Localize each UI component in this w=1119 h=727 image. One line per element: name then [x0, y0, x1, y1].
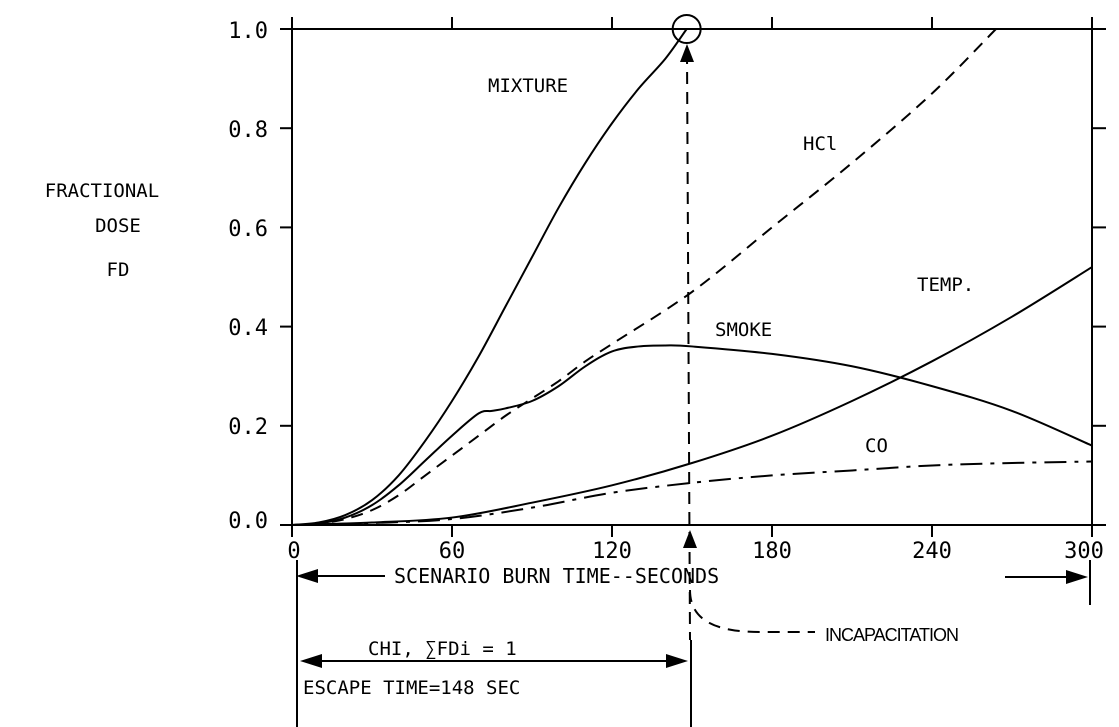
- x-tick-label: 300: [1064, 539, 1104, 564]
- series-layer: [291, 28, 1093, 526]
- y-tick-label: 0.0: [228, 509, 268, 534]
- series-line-hcl: [291, 28, 997, 526]
- escape-arrowhead-right: [666, 654, 688, 668]
- escape-arrowhead-left: [300, 654, 322, 668]
- series-line-co: [291, 460, 1093, 526]
- ylabel-line-1: FRACTIONAL: [45, 180, 159, 202]
- escape-time-annotation: ESCAPE TIME=148 SEC: [303, 677, 520, 699]
- series-label-temp: TEMP.: [917, 274, 974, 296]
- y-tick-label: 0.2: [228, 415, 268, 440]
- series-line-smoke: [291, 344, 1093, 526]
- incapacitation-marker: [671, 14, 702, 44]
- y-tick-label: 0.6: [228, 217, 268, 242]
- y-tick-label: 0.8: [228, 118, 268, 143]
- series-line-mixture: [291, 28, 688, 526]
- up-arrowhead: [680, 44, 694, 62]
- incapacitation-label: INCAPACITATION: [825, 625, 958, 645]
- series-label-hcl: HCl: [803, 133, 837, 155]
- plot-frame: [291, 28, 1093, 526]
- series-label-smoke: SMOKE: [715, 319, 772, 341]
- x-axis-title: SCENARIO BURN TIME--SECONDS: [394, 564, 719, 588]
- up-arrowhead-axis: [683, 530, 697, 548]
- x-tick-label: 120: [592, 539, 632, 564]
- tick-layer: [280, 17, 1106, 537]
- x-tick-label: 60: [439, 539, 466, 564]
- y-tick-label: 1.0: [228, 19, 268, 44]
- x-tick-label: 0: [287, 539, 300, 564]
- incapacitation-pointer: [689, 589, 815, 633]
- x-tick-label: 240: [912, 539, 952, 564]
- series-label-mixture: MIXTURE: [488, 75, 568, 97]
- xlabel-right-arrowhead: [1066, 570, 1088, 584]
- series-label-co: CO: [865, 435, 888, 457]
- x-tick-label: 180: [752, 539, 792, 564]
- xlabel-left-arrowhead: [296, 569, 318, 583]
- series-line-temp: [291, 266, 1093, 526]
- ylabel-line-2: DOSE: [95, 215, 141, 237]
- y-tick-label: 0.4: [228, 316, 268, 341]
- ylabel-line-3: FD: [107, 259, 130, 281]
- chi-annotation: CHI, ∑FDi = 1: [368, 638, 517, 660]
